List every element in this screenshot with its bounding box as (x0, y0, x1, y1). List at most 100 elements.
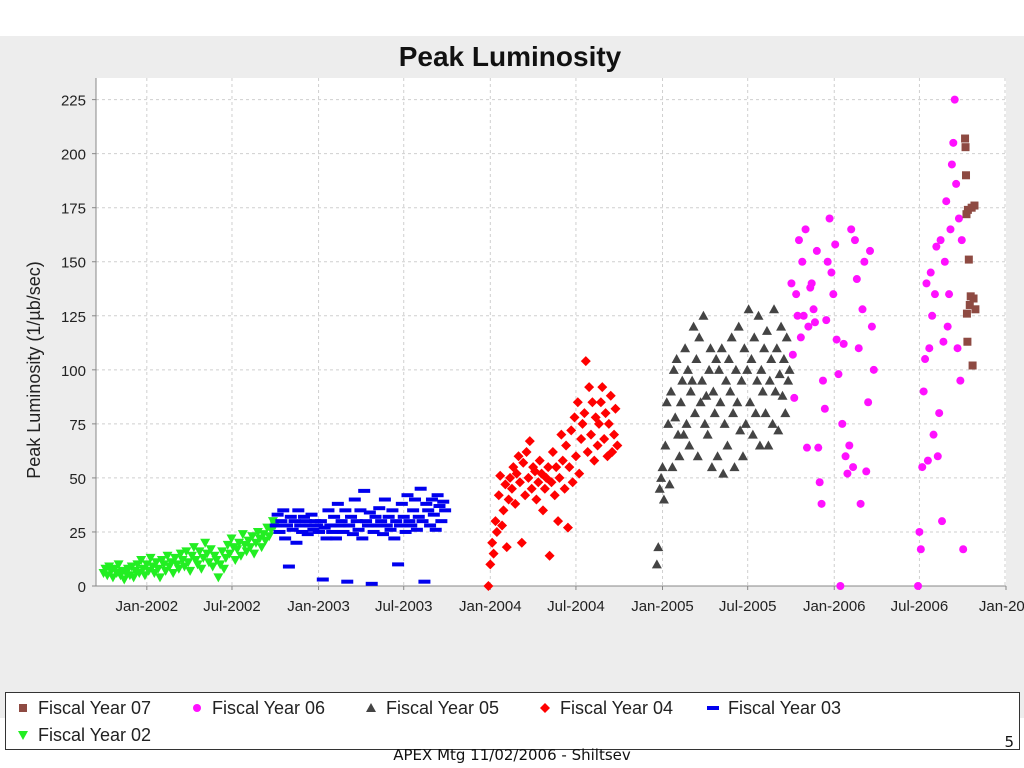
data-point (245, 543, 256, 553)
data-point (175, 549, 186, 559)
data-point (810, 318, 819, 327)
y-tick-label: 200 (61, 147, 86, 164)
data-point (823, 257, 832, 266)
data-point (136, 556, 147, 566)
data-point (923, 456, 932, 465)
data-point (860, 257, 869, 266)
data-point (752, 375, 763, 385)
data-point (820, 404, 829, 413)
data-point (952, 179, 961, 188)
data-point (793, 311, 802, 320)
data-point (651, 559, 662, 569)
data-point (792, 290, 801, 299)
data-point (322, 508, 335, 513)
data-point (922, 279, 931, 288)
data-point (946, 225, 955, 234)
data-point (297, 514, 310, 519)
data-point (665, 386, 676, 396)
data-point (675, 397, 686, 407)
data-point (566, 425, 577, 436)
legend-label: Fiscal Year 04 (560, 697, 674, 718)
data-point (684, 440, 695, 450)
data-point (841, 452, 850, 461)
data-point (271, 512, 284, 517)
data-point (173, 564, 184, 574)
data-point (572, 397, 583, 408)
data-point (299, 519, 312, 524)
data-point (286, 527, 299, 532)
data-point (919, 387, 928, 396)
data-point (698, 310, 709, 320)
data-point (580, 356, 591, 367)
data-point (802, 443, 811, 452)
data-point (733, 321, 744, 331)
y-tick-label: 225 (61, 93, 86, 110)
data-point (740, 418, 751, 428)
data-point (716, 343, 727, 353)
data-point (407, 508, 420, 513)
data-point (961, 143, 970, 152)
data-point (392, 562, 405, 567)
data-point (420, 501, 433, 506)
chart-frame: Peak Luminosity Peak Luminosity (1/µb/se… (0, 36, 1024, 750)
data-point (577, 418, 588, 429)
data-point (916, 545, 925, 554)
data-point (593, 418, 604, 429)
data-point (753, 310, 764, 320)
legend-item: Fiscal Year 05 (364, 695, 499, 721)
legend-item: Fiscal Year 07 (16, 695, 151, 721)
data-point (360, 519, 373, 524)
data-point (194, 547, 205, 557)
data-point (862, 467, 871, 476)
data-point (333, 523, 346, 528)
data-point (799, 311, 808, 320)
data-point (781, 332, 792, 342)
data-point (963, 337, 972, 346)
data-point (926, 268, 935, 277)
data-point (929, 430, 938, 439)
data-point (361, 523, 374, 528)
data-point (324, 523, 337, 528)
data-point (341, 579, 354, 584)
data-point (213, 573, 224, 583)
data-point (281, 523, 294, 528)
data-point (850, 236, 859, 245)
series-fiscal-year-03 (269, 486, 452, 586)
data-point (688, 321, 699, 331)
data-point (722, 440, 733, 450)
series-fiscal-year-07 (961, 134, 980, 370)
legend-label: Fiscal Year 05 (386, 697, 500, 718)
data-point (128, 573, 139, 583)
data-point (658, 494, 669, 504)
data-point (925, 344, 934, 353)
data-point (915, 527, 924, 536)
data-point (574, 468, 585, 479)
data-point (424, 523, 437, 528)
data-point (561, 440, 572, 451)
data-point (854, 344, 863, 353)
data-point (405, 523, 418, 528)
plot-area (96, 78, 1006, 586)
data-point (709, 408, 720, 418)
data-point (685, 386, 696, 396)
data-point (869, 365, 878, 374)
data-point (736, 375, 747, 385)
data-point (290, 540, 303, 545)
data-point (422, 508, 435, 513)
data-point (269, 523, 282, 528)
data-point (954, 214, 963, 223)
y-tick-label: 175 (61, 201, 86, 218)
data-point (749, 332, 760, 342)
data-point (488, 548, 499, 559)
data-point (689, 408, 700, 418)
data-point (371, 523, 384, 528)
data-point (318, 525, 331, 530)
data-point (610, 403, 621, 414)
data-point (388, 536, 401, 541)
data-point (500, 479, 511, 490)
data-point (697, 375, 708, 385)
data-point (804, 322, 813, 331)
data-point (562, 522, 573, 533)
series-fiscal-year-04 (483, 356, 623, 591)
data-point (343, 523, 356, 528)
